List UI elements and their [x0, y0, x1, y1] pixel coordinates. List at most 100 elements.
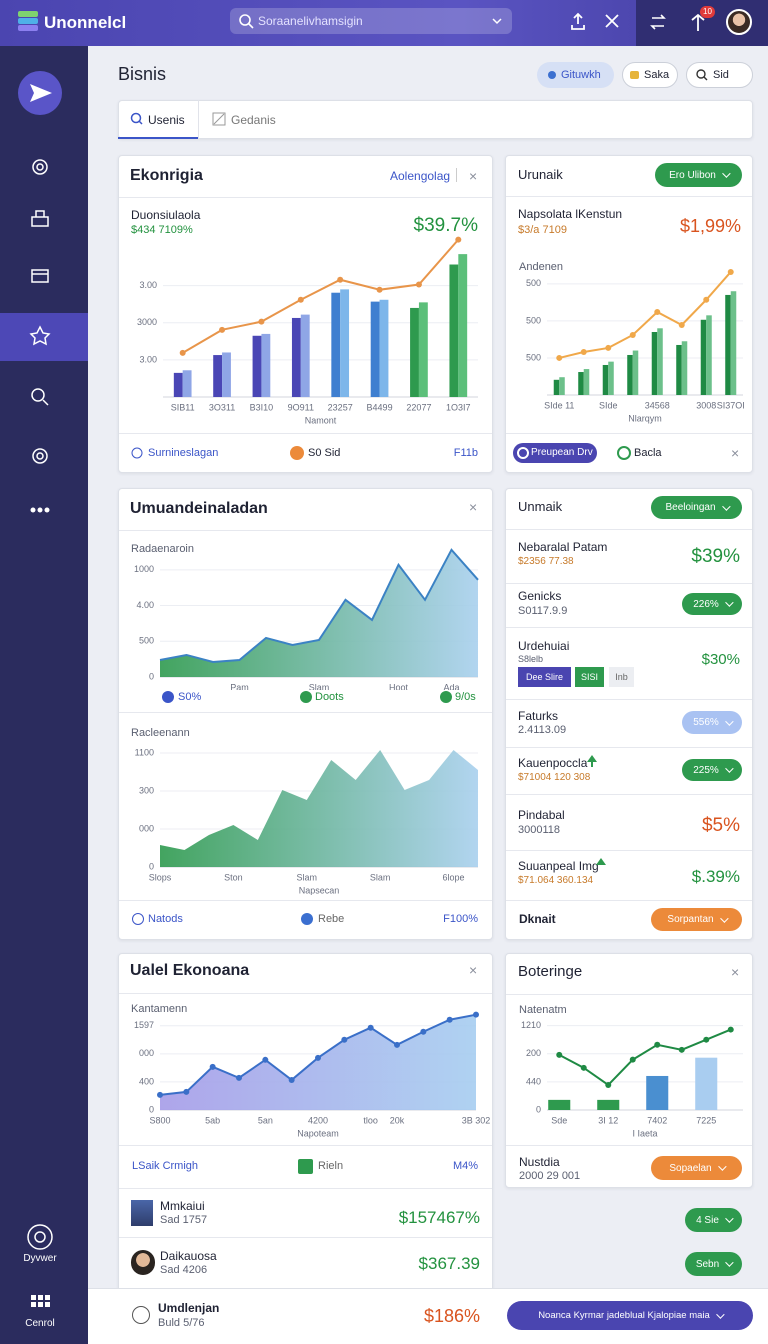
- search-chevron: [492, 18, 502, 25]
- search-box[interactable]: [230, 8, 512, 34]
- x-tick-label: SIB11: [171, 402, 195, 412]
- bar: [657, 328, 663, 395]
- point: [703, 296, 710, 303]
- separator: [456, 168, 457, 182]
- point: [556, 354, 563, 361]
- footer-label: M4%: [452, 1160, 478, 1172]
- bar: [597, 1099, 620, 1110]
- y-tick-label: 0: [149, 671, 154, 681]
- sidebar-label[interactable]: Dyvwer: [23, 1253, 57, 1264]
- row-name: Kauenpoccla: [518, 756, 588, 770]
- divider: [506, 627, 752, 628]
- row-avatar: [131, 1200, 153, 1226]
- row-sub: $2356 77.38: [518, 556, 574, 567]
- x-tick-label: 5ab: [205, 1115, 220, 1125]
- close[interactable]: ×: [469, 962, 478, 978]
- point: [473, 1011, 479, 1018]
- bar: [370, 301, 380, 397]
- point: [157, 1091, 163, 1098]
- footer-label[interactable]: Surnineslagan: [148, 447, 219, 459]
- footer-label: S0 Sid: [308, 447, 341, 459]
- close-icon[interactable]: [603, 12, 621, 30]
- bar: [213, 355, 223, 397]
- row-button[interactable]: Sopaelan: [651, 1156, 742, 1180]
- chip[interactable]: Dee Slire: [518, 667, 571, 687]
- bar: [578, 372, 584, 395]
- y-tick-label: 0: [149, 861, 154, 871]
- chart: 0 440 200 1210 Sde 3I 12 7402 7225 I Iaeta: [521, 1020, 743, 1138]
- x-tick-label: Pam: [230, 682, 249, 690]
- avatar[interactable]: [726, 9, 752, 35]
- x-tick-label: 7225: [696, 1115, 716, 1125]
- close[interactable]: ×: [731, 445, 740, 461]
- chip[interactable]: SISI: [575, 667, 604, 687]
- y-tick-label: 4.00: [136, 600, 154, 610]
- tab[interactable]: Usenis: [148, 113, 185, 127]
- x-tick-label: 9O911: [288, 402, 314, 412]
- floating-pill[interactable]: Sebn: [685, 1252, 742, 1276]
- divider: [506, 850, 752, 851]
- divider: [506, 994, 752, 995]
- bottom-button[interactable]: Noanca Kyrmar jadeblual Kjalopiae maia: [507, 1301, 753, 1330]
- bar: [449, 264, 459, 397]
- floating-pill[interactable]: 4 Sie: [685, 1208, 742, 1232]
- divider: [119, 993, 492, 994]
- point: [219, 326, 226, 333]
- point: [183, 1088, 190, 1095]
- panel-button[interactable]: Beeloingan: [651, 496, 742, 519]
- sidebar-label[interactable]: Cenrol: [25, 1318, 55, 1329]
- divider: [119, 1188, 492, 1189]
- x-tick-label: Hoot: [389, 682, 409, 690]
- row-name: Dknait: [519, 912, 556, 926]
- footer-pill[interactable]: [513, 443, 597, 463]
- point: [556, 1051, 563, 1058]
- header-button[interactable]: [622, 62, 678, 88]
- close[interactable]: ×: [731, 964, 740, 980]
- x-tick-label: Ston: [224, 872, 243, 882]
- chart-title: Natenatm: [519, 1004, 567, 1016]
- bar: [173, 372, 183, 397]
- footer-label[interactable]: Natods: [148, 913, 183, 925]
- x-tick-label: SI37OI: [717, 400, 745, 410]
- point: [420, 1028, 427, 1035]
- point: [629, 331, 636, 338]
- row-badge[interactable]: 226%: [682, 593, 742, 615]
- row-value: $.39%: [691, 867, 740, 886]
- tab-active-line: [118, 137, 198, 139]
- upload-icon[interactable]: [568, 11, 588, 33]
- bar: [553, 379, 560, 395]
- header-button-label: Sid: [713, 69, 729, 81]
- brand: Unonnelcl: [44, 13, 127, 32]
- footer-label: Preupean Drv: [531, 447, 593, 458]
- y-tick-label: 500: [526, 278, 541, 288]
- swap-icon[interactable]: [648, 12, 668, 32]
- bar: [291, 317, 301, 397]
- row-badge[interactable]: 556%: [682, 711, 742, 734]
- row-badge[interactable]: 225%: [682, 759, 742, 781]
- chip[interactable]: Inb: [609, 667, 634, 687]
- row-button[interactable]: Sorpantan: [651, 908, 742, 931]
- close[interactable]: ×: [469, 168, 478, 184]
- alert-icon[interactable]: [688, 11, 708, 33]
- x-tick-label: 6lope: [443, 872, 465, 882]
- divider: [119, 900, 492, 901]
- x-tick-label: 4200: [308, 1115, 328, 1125]
- y-tick-label: 1597: [134, 1020, 154, 1030]
- tab[interactable]: Gedanis: [231, 113, 276, 127]
- trend-icon: [596, 858, 606, 865]
- bar: [222, 352, 231, 397]
- x-tick-label: 3B 302: [462, 1115, 491, 1125]
- row-name: Nustdia: [519, 1155, 560, 1169]
- y-tick-label: 1100: [135, 747, 154, 757]
- row-sub: $71004 120 308: [518, 772, 591, 783]
- bar: [458, 254, 468, 397]
- close[interactable]: ×: [469, 499, 478, 515]
- divider: [506, 196, 752, 197]
- row-sub: $71.064 360.134: [518, 875, 594, 886]
- point: [367, 1024, 374, 1031]
- bar: [695, 1057, 718, 1110]
- footer-label[interactable]: LSaik Crmigh: [132, 1160, 199, 1172]
- bar: [182, 370, 192, 397]
- panel-button[interactable]: Ero Ulibon: [655, 163, 742, 187]
- panel-link[interactable]: Aolengolag: [390, 169, 451, 183]
